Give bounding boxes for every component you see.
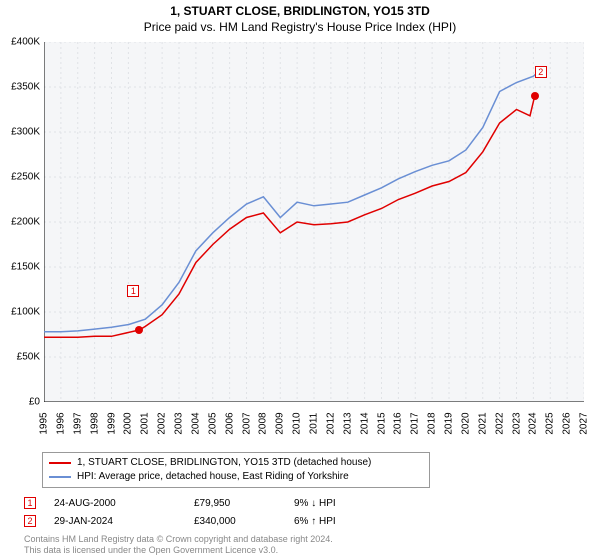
transaction-number-badge: 2 [24,515,36,527]
legend-swatch-icon [49,476,71,478]
transaction-marker-badge: 2 [535,66,547,78]
x-axis-tick-label: 1998 [89,409,100,439]
y-axis-tick-label: £100K [11,307,40,318]
x-axis-tick-label: 2006 [224,409,235,439]
transaction-dot-icon [531,92,539,100]
transaction-number-badge: 1 [24,497,36,509]
transactions-block: 1 24-AUG-2000£79,9509% ↓ HPI 2 29-JAN-2024£… [24,494,336,530]
transaction-dot-icon [135,326,143,334]
transaction-price: £79,950 [194,498,294,509]
transaction-price: £340,000 [194,516,294,527]
x-axis-tick-label: 2016 [393,409,404,439]
x-axis-tick-label: 2013 [342,409,353,439]
y-axis-tick-label: £350K [11,82,40,93]
x-axis-tick-label: 2021 [477,409,488,439]
transaction-row: 2 29-JAN-2024£340,0006% ↑ HPI [24,512,336,530]
x-axis-labels: 1995199619971998199920002001200220032004… [44,404,584,444]
y-axis-tick-label: £50K [17,352,40,363]
transaction-date: 24-AUG-2000 [54,498,194,509]
x-axis-tick-label: 2019 [444,409,455,439]
x-axis-tick-label: 2011 [309,409,320,439]
x-axis-tick-label: 2000 [123,409,134,439]
x-axis-tick-label: 2014 [359,409,370,439]
x-axis-tick-label: 2012 [325,409,336,439]
x-axis-tick-label: 1996 [55,409,66,439]
plot-area: 12 [44,42,584,402]
legend-swatch-icon [49,462,71,464]
title-line-1: 1, STUART CLOSE, BRIDLINGTON, YO15 3TD [0,4,600,18]
y-axis-tick-label: £300K [11,127,40,138]
x-axis-tick-label: 2017 [410,409,421,439]
x-axis-tick-label: 2023 [511,409,522,439]
plot-svg [44,42,584,402]
y-axis-tick-label: £150K [11,262,40,273]
y-axis-tick-label: £400K [11,37,40,48]
legend-item: HPI: Average price, detached house, East… [49,470,423,484]
x-axis-tick-label: 2004 [190,409,201,439]
x-axis-tick-label: 2022 [494,409,505,439]
transaction-row: 1 24-AUG-2000£79,9509% ↓ HPI [24,494,336,512]
x-axis-tick-label: 2008 [258,409,269,439]
x-axis-tick-label: 2024 [528,409,539,439]
x-axis-tick-label: 1995 [39,409,50,439]
x-axis-tick-label: 1997 [72,409,83,439]
x-axis-tick-label: 2002 [157,409,168,439]
x-axis-tick-label: 2020 [460,409,471,439]
y-axis-tick-label: £0 [29,397,40,408]
x-axis-tick-label: 2003 [174,409,185,439]
x-axis-tick-label: 1999 [106,409,117,439]
x-axis-tick-label: 2027 [579,409,590,439]
x-axis-tick-label: 2005 [207,409,218,439]
x-axis-tick-label: 2015 [376,409,387,439]
transaction-delta: 6% ↑ HPI [294,516,336,527]
x-axis-tick-label: 2025 [545,409,556,439]
legend-box: 1, STUART CLOSE, BRIDLINGTON, YO15 3TD (… [42,452,430,488]
legend-label: 1, STUART CLOSE, BRIDLINGTON, YO15 3TD (… [77,456,371,470]
x-axis-tick-label: 2009 [275,409,286,439]
footer-line-2: This data is licensed under the Open Gov… [24,545,333,556]
titles-block: 1, STUART CLOSE, BRIDLINGTON, YO15 3TD P… [0,0,600,34]
y-axis-tick-label: £250K [11,172,40,183]
transaction-marker-badge: 1 [127,285,139,297]
x-axis-tick-label: 2010 [292,409,303,439]
y-axis-labels: £0£50K£100K£150K£200K£250K£300K£350K£400… [0,42,42,402]
transaction-date: 29-JAN-2024 [54,516,194,527]
footer-line-1: Contains HM Land Registry data © Crown c… [24,534,333,545]
footer-text: Contains HM Land Registry data © Crown c… [24,534,333,556]
x-axis-tick-label: 2026 [562,409,573,439]
chart-container: 1, STUART CLOSE, BRIDLINGTON, YO15 3TD P… [0,0,600,560]
legend-item: 1, STUART CLOSE, BRIDLINGTON, YO15 3TD (… [49,456,423,470]
y-axis-tick-label: £200K [11,217,40,228]
x-axis-tick-label: 2007 [241,409,252,439]
x-axis-tick-label: 2018 [427,409,438,439]
x-axis-tick-label: 2001 [140,409,151,439]
legend-label: HPI: Average price, detached house, East… [77,470,349,484]
title-line-2: Price paid vs. HM Land Registry's House … [0,20,600,34]
transaction-delta: 9% ↓ HPI [294,498,336,509]
